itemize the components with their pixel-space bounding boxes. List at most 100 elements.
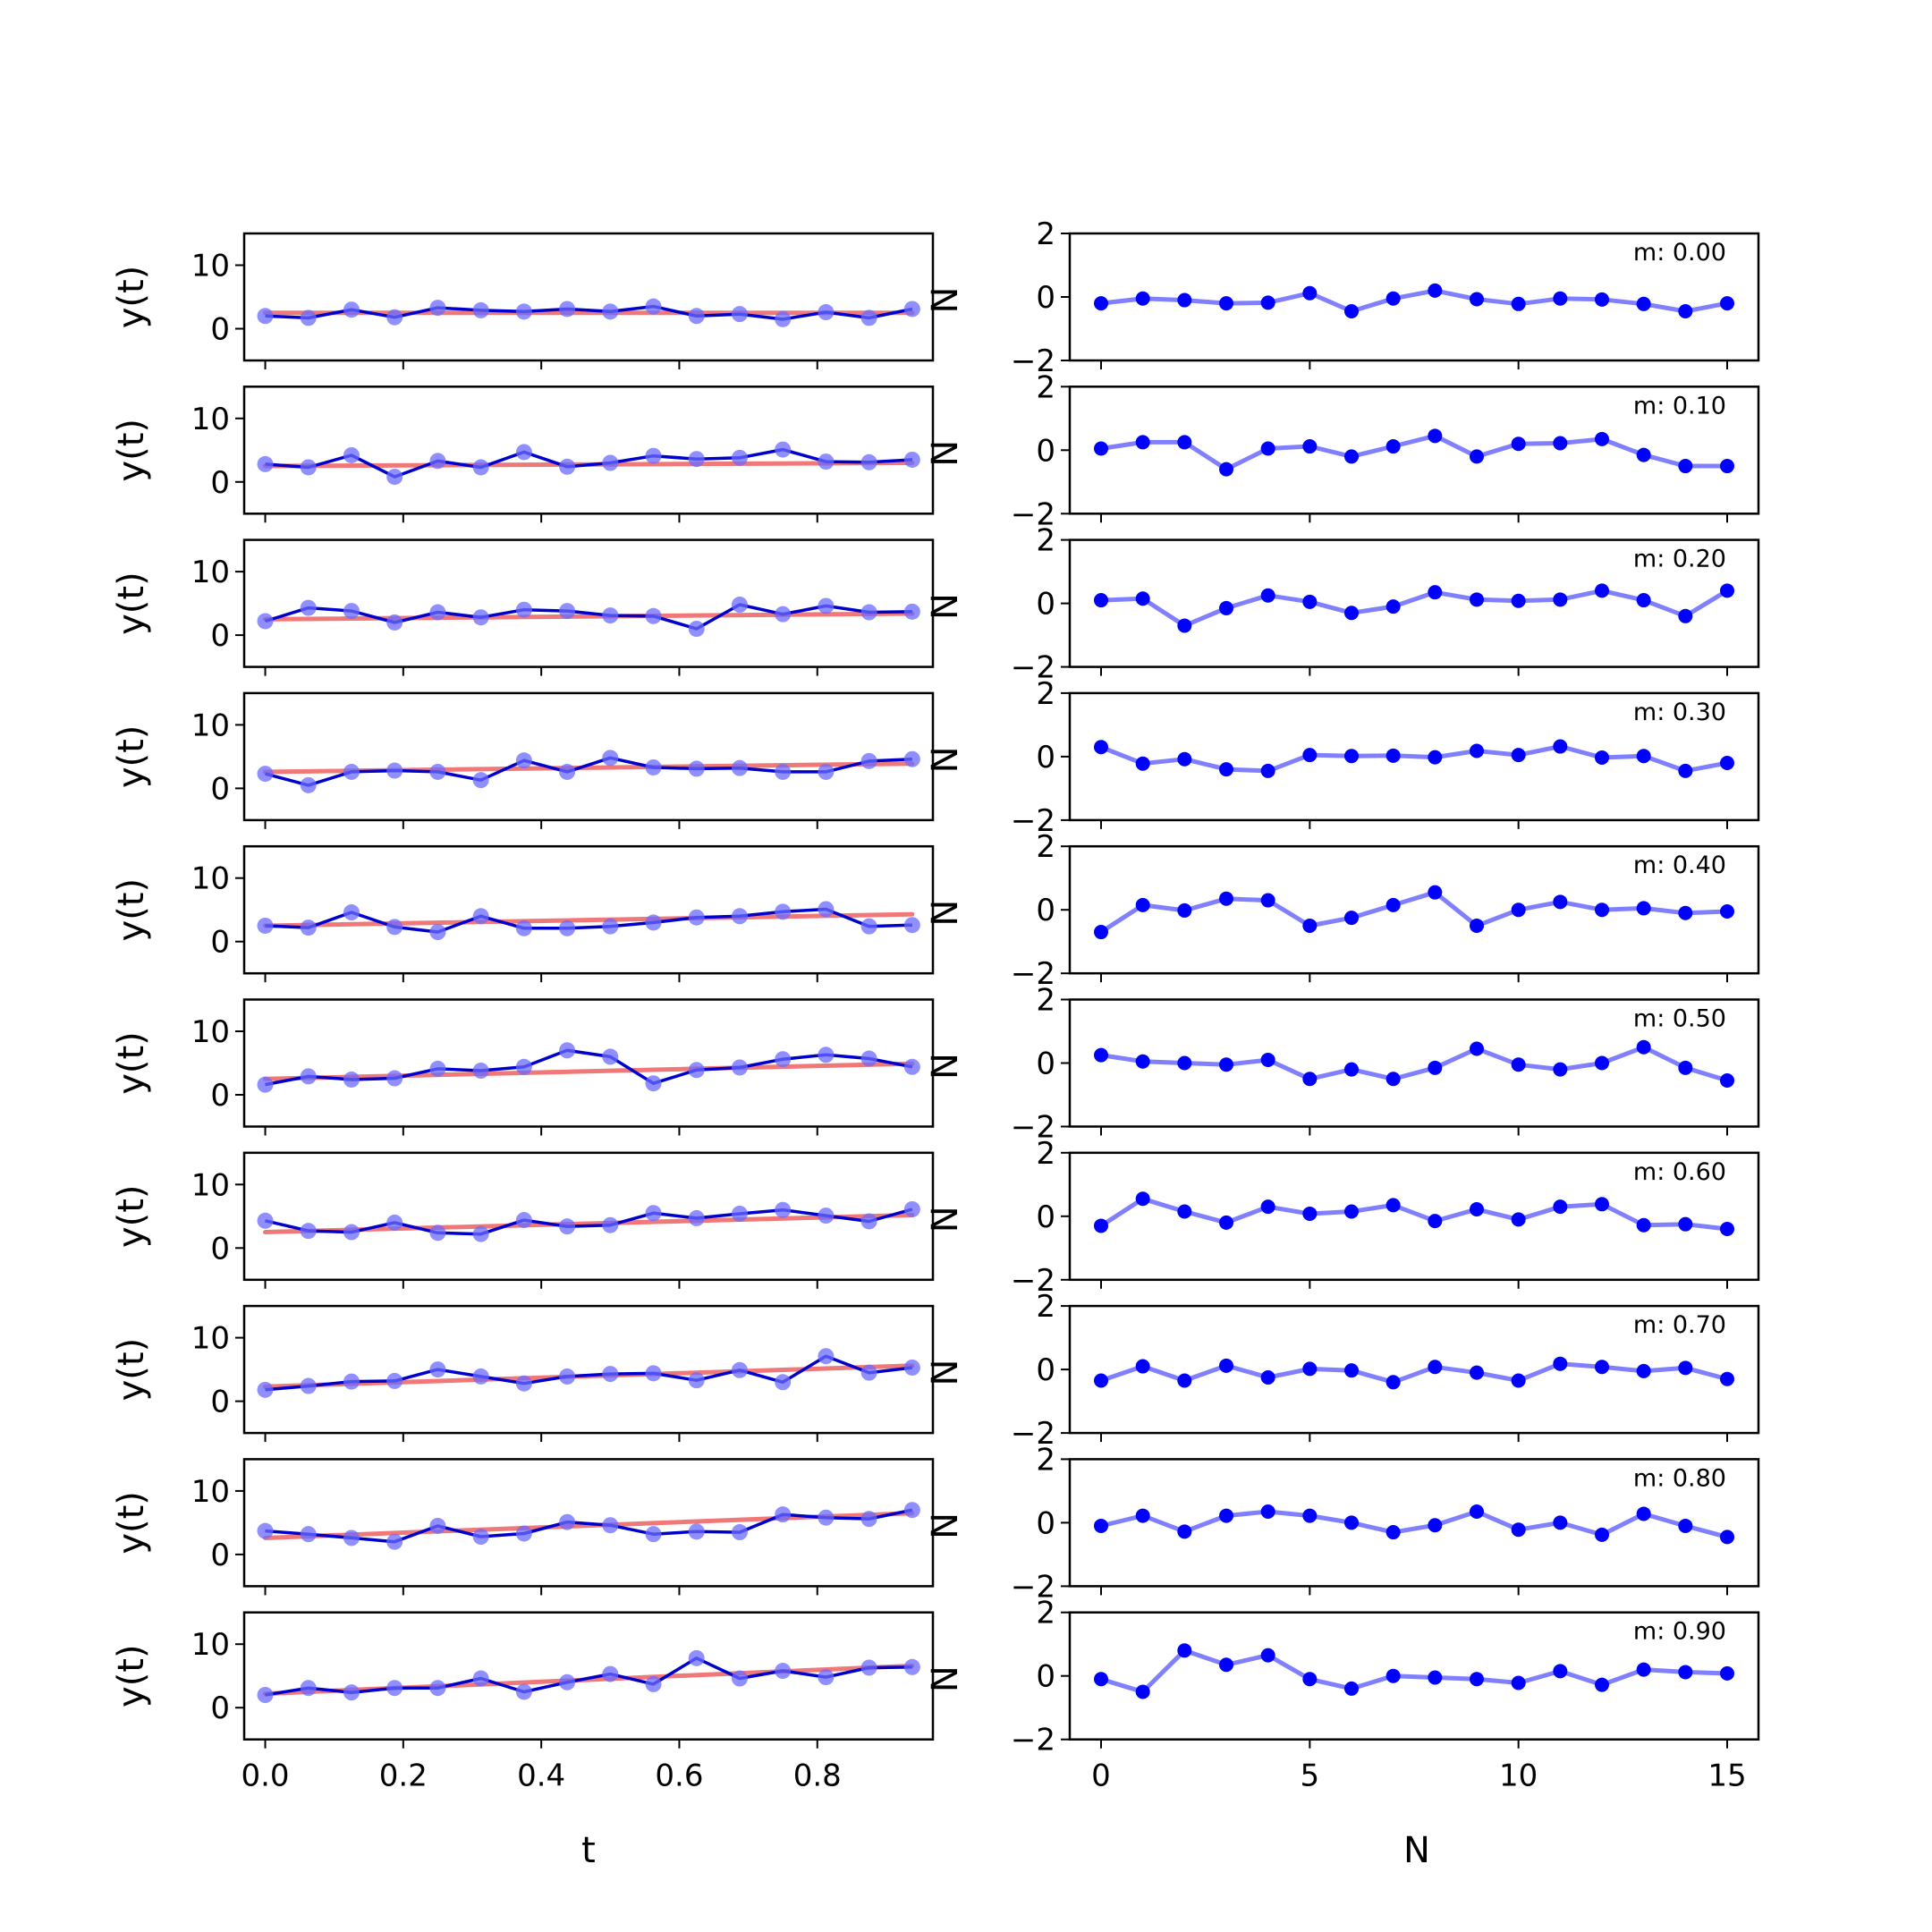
residual-point — [1470, 1672, 1484, 1687]
data-point — [860, 309, 877, 326]
data-point — [472, 301, 489, 318]
residual-point — [1219, 600, 1233, 615]
data-point — [860, 918, 877, 935]
data-point — [818, 763, 835, 780]
fit-line — [263, 1061, 915, 1081]
residual-point — [1219, 891, 1233, 906]
data-point — [559, 919, 576, 936]
data-point — [775, 1201, 792, 1218]
data-point — [472, 609, 489, 626]
left-ytick-label: 0 — [210, 1538, 230, 1573]
right-ytick-label: −2 — [1011, 1263, 1055, 1299]
residual-point — [1511, 1057, 1526, 1072]
residual-point — [1135, 291, 1150, 306]
data-point — [429, 453, 446, 470]
data-point — [602, 750, 619, 767]
right-ytick-label: 2 — [1036, 523, 1055, 559]
left-y-axis-label: y(t) — [111, 1644, 152, 1707]
data-point — [386, 1214, 403, 1231]
data-point — [645, 607, 662, 624]
residual-point — [1094, 593, 1108, 608]
data-point — [515, 1212, 532, 1229]
residual-line — [1100, 1648, 1728, 1694]
residual-point — [1428, 1670, 1443, 1685]
data-point — [602, 303, 619, 320]
data-point — [731, 1361, 748, 1378]
left-panel-8: 0 10 y(t) N — [111, 1458, 966, 1596]
residual-point — [1135, 591, 1150, 606]
data-point — [860, 453, 877, 470]
residual-point — [1720, 1222, 1734, 1236]
data-point — [818, 597, 835, 614]
residual-point — [1720, 1371, 1734, 1386]
panel-edge-label: N — [925, 1513, 966, 1539]
data-point — [257, 1381, 274, 1398]
right-panel-frame — [1068, 538, 1760, 668]
panel-edge-label: N — [925, 1053, 966, 1080]
residual-point — [1135, 897, 1150, 912]
left-panel-frame — [242, 386, 935, 515]
data-point — [343, 1684, 360, 1701]
residual-point — [1511, 296, 1526, 311]
left-ytick-label: 0 — [210, 618, 230, 654]
data-point — [429, 924, 446, 941]
right-panel-3: −2 0 2 m: 0.30 — [1011, 676, 1760, 839]
data-point — [645, 1205, 662, 1222]
right-ytick-label: 2 — [1036, 1136, 1055, 1172]
data-point — [386, 614, 403, 631]
residual-point — [1260, 1052, 1275, 1067]
slope-annotation: m: 0.30 — [1633, 699, 1726, 726]
left-ytick-label: 0 — [210, 771, 230, 807]
residual-point — [1428, 1518, 1443, 1533]
right-ytick-label: −2 — [1011, 1723, 1055, 1758]
residual-point — [1595, 1055, 1609, 1071]
residual-point — [1385, 1072, 1401, 1087]
panel-edge-label: N — [925, 440, 966, 467]
residual-point — [1553, 291, 1568, 306]
data-point — [602, 1216, 619, 1233]
data-point — [903, 603, 920, 620]
residual-point — [1094, 1047, 1108, 1063]
data-point — [645, 1526, 662, 1543]
panel-edge-label: N — [925, 1206, 966, 1233]
residual-point — [1595, 1197, 1609, 1212]
data-point — [602, 1048, 619, 1065]
left-xtick-label: 0.8 — [793, 1758, 842, 1794]
data-point — [472, 1225, 489, 1242]
data-point — [386, 1680, 403, 1697]
left-y-axis-label: y(t) — [111, 725, 152, 789]
residual-point — [1344, 1363, 1359, 1378]
residual-point — [1678, 1665, 1693, 1680]
data-point — [818, 1208, 835, 1224]
right-panel-frame — [1068, 691, 1760, 822]
data-point — [343, 1071, 360, 1088]
right-panel-0: −2 0 2 m: 0.00 — [1011, 216, 1760, 379]
data-point — [343, 904, 360, 921]
data-point — [645, 447, 662, 464]
data-point — [300, 459, 317, 476]
residual-point — [1720, 1530, 1734, 1545]
left-panel-7: 0 10 y(t) N — [111, 1304, 966, 1443]
data-point — [903, 750, 920, 767]
residual-point — [1302, 748, 1318, 763]
residual-point — [1511, 1522, 1526, 1538]
data-point — [429, 1680, 446, 1697]
data-point — [515, 303, 532, 320]
residual-point — [1511, 1675, 1526, 1690]
right-ytick-label: −2 — [1011, 1110, 1055, 1146]
residual-point — [1470, 592, 1484, 607]
residual-point — [1135, 1359, 1150, 1374]
residual-point — [1344, 1204, 1359, 1219]
residual-point — [1511, 436, 1526, 452]
data-point — [472, 908, 489, 925]
data-point — [515, 1058, 532, 1075]
right-ytick-label: 2 — [1036, 1289, 1055, 1325]
fit-line — [263, 1212, 915, 1235]
left-ytick-label: 10 — [191, 1321, 230, 1357]
residual-point — [1720, 756, 1734, 770]
data-point — [775, 1374, 792, 1391]
data-series-line — [265, 447, 913, 479]
residual-point — [1344, 606, 1359, 621]
fit-line — [263, 911, 915, 928]
data-point — [731, 908, 748, 925]
